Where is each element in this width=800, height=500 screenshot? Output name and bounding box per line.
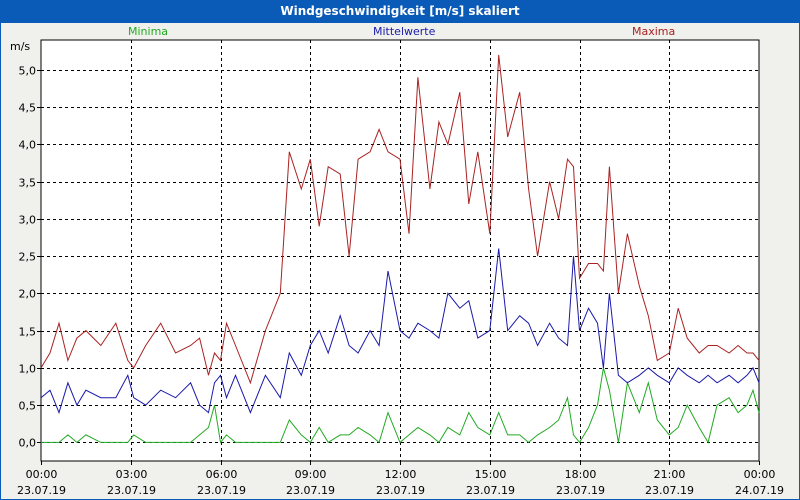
- x-tick-date-label: 23.07.19: [556, 484, 605, 497]
- x-tick-date-label: 23.07.19: [107, 484, 156, 497]
- x-tick-time-label: 12:00: [385, 468, 417, 481]
- x-tick-date-label: 23.07.19: [645, 484, 694, 497]
- series-line-minima: [41, 367, 760, 444]
- x-tick-time-label: 21:00: [654, 468, 686, 481]
- x-tick-time-label: 00:00: [26, 468, 58, 481]
- x-tick-time-label: 15:00: [475, 468, 507, 481]
- x-tick-time-label: 18:00: [565, 468, 597, 481]
- series-line-maxima: [40, 54, 760, 385]
- y-tick-label: 3,0: [19, 214, 37, 227]
- y-axis-unit-label: m/s: [10, 40, 31, 53]
- x-tick-date-label: 23.07.19: [376, 484, 425, 497]
- y-tick-label: 4,0: [19, 139, 37, 152]
- x-tick-date-label: 23.07.19: [466, 484, 515, 497]
- y-tick-label: 5,0: [19, 65, 37, 78]
- y-tick-label: 3,5: [19, 177, 37, 190]
- legend-mittelwerte: Mittelwerte: [373, 25, 436, 38]
- x-tick-date-label: 23.07.19: [197, 484, 246, 497]
- y-tick-label: 0,0: [19, 437, 37, 450]
- series-line-mittelwerte: [40, 248, 760, 415]
- x-tick-time-label: 00:00: [744, 468, 776, 481]
- y-tick-label: 0,5: [19, 400, 37, 413]
- y-tick-label: 1,5: [19, 326, 37, 339]
- chart-title: Windgeschwindigkeit [m/s] skaliert: [0, 0, 800, 22]
- x-tick-date-label: 23.07.19: [286, 484, 335, 497]
- y-tick-label: 1,0: [19, 363, 37, 376]
- y-tick-label: 4,5: [19, 102, 37, 115]
- x-tick-time-label: 06:00: [206, 468, 238, 481]
- x-tick-time-label: 09:00: [295, 468, 327, 481]
- y-tick-label: 2,0: [19, 288, 37, 301]
- legend-maxima: Maxima: [632, 25, 676, 38]
- x-tick-date-label: 24.07.19: [735, 484, 784, 497]
- x-tick-time-label: 03:00: [116, 468, 148, 481]
- y-tick-label: 2,5: [19, 251, 37, 264]
- legend-minima: Minima: [128, 25, 169, 38]
- x-tick-date-label: 23.07.19: [17, 484, 66, 497]
